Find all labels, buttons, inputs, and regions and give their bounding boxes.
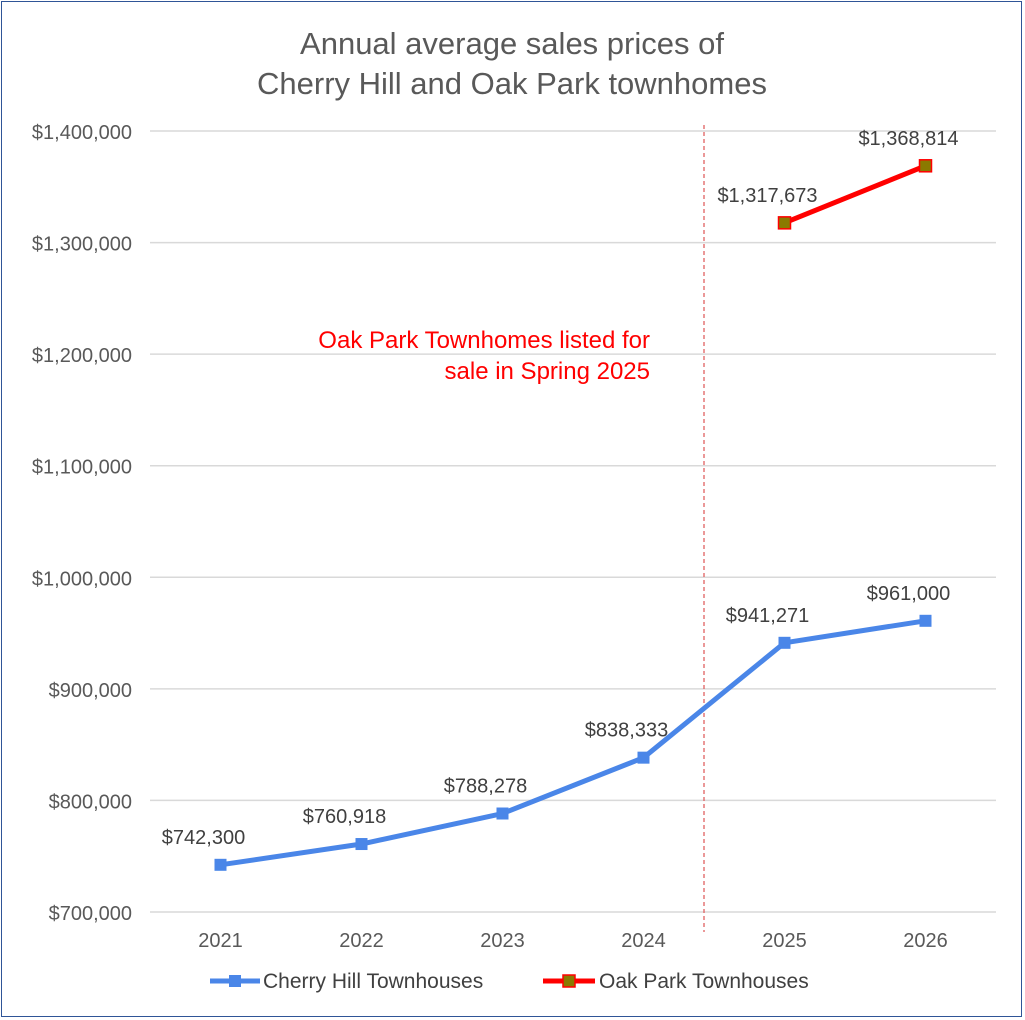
gridlines xyxy=(150,130,996,913)
legend: Cherry Hill Townhouses Oak Park Townhous… xyxy=(210,970,809,993)
data-point xyxy=(496,807,509,820)
data-label: $838,333 xyxy=(585,720,668,742)
x-tick-label: 2024 xyxy=(621,930,666,952)
y-tick-label: $1,400,000 xyxy=(32,122,132,144)
data-point xyxy=(918,159,933,173)
legend-label-cherry-hill: Cherry Hill Townhouses xyxy=(263,970,483,993)
x-tick-label: 2021 xyxy=(198,930,243,952)
data-label: $742,300 xyxy=(162,827,245,849)
legend-marker-cherry-hill xyxy=(229,975,241,987)
data-point xyxy=(355,838,368,851)
x-tick-label: 2022 xyxy=(339,930,384,952)
y-axis-tick-labels: $700,000 $800,000 $900,000 $1,000,000 $1,100… xyxy=(32,122,132,925)
data-label: $961,000 xyxy=(867,583,950,605)
data-label: $760,918 xyxy=(303,806,386,828)
data-label: $941,271 xyxy=(726,605,809,627)
data-label: $1,368,814 xyxy=(858,128,958,150)
x-tick-label: 2023 xyxy=(480,930,525,952)
series-group xyxy=(214,159,933,871)
data-point xyxy=(777,216,792,230)
y-tick-label: $1,100,000 xyxy=(32,457,132,479)
data-point xyxy=(214,858,227,871)
y-tick-label: $1,000,000 xyxy=(32,568,132,590)
data-label: $1,317,673 xyxy=(717,185,817,207)
chart-title-line-1: Annual average sales prices of xyxy=(300,26,724,61)
annotation-line-1: Oak Park Townhomes listed for xyxy=(318,327,650,354)
series-line-oak-park xyxy=(783,163,927,226)
legend-label-oak-park: Oak Park Townhouses xyxy=(599,970,809,993)
data-point xyxy=(637,751,650,764)
data-labels: $742,300 $760,918 $788,278 $838,333 $941,271… xyxy=(162,128,959,849)
x-axis-tick-labels: 2021 2022 2023 2024 2025 2026 xyxy=(198,930,948,952)
y-tick-label: $800,000 xyxy=(49,791,132,813)
y-tick-label: $900,000 xyxy=(49,680,132,702)
data-point xyxy=(919,614,932,627)
y-tick-label: $1,300,000 xyxy=(32,234,132,256)
legend-marker-oak-park xyxy=(562,974,576,988)
y-tick-label: $700,000 xyxy=(49,903,132,925)
y-tick-label: $1,200,000 xyxy=(32,345,132,367)
annotation-line-2: sale in Spring 2025 xyxy=(445,358,650,385)
x-tick-label: 2026 xyxy=(903,930,948,952)
series-line-cherry-hill xyxy=(220,618,926,868)
data-label: $788,278 xyxy=(444,776,527,798)
chart-title-line-2: Cherry Hill and Oak Park townhomes xyxy=(257,66,767,101)
data-point xyxy=(778,636,791,649)
x-tick-label: 2025 xyxy=(762,930,807,952)
